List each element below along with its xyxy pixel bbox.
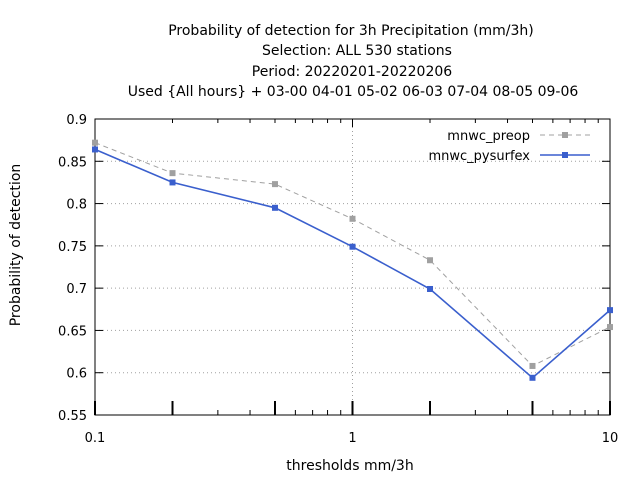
y-tick-label: 0.85: [58, 155, 87, 170]
y-tick-label: 0.75: [58, 240, 87, 255]
legend-label-mnwc_pysurfex: mnwc_pysurfex: [428, 149, 530, 164]
y-tick-label: 0.7: [66, 282, 87, 297]
y-axis-label: Probability of detection: [8, 164, 24, 327]
data-point-mnwc_preop: [529, 362, 536, 369]
title-line-1: Probability of detection for 3h Precipit…: [168, 23, 534, 39]
data-point-mnwc_preop: [349, 215, 356, 222]
axis-ticks: 0.55 0.6 0.65 0.7 0.75 0.8 0.85 0.9 0.1 1 10: [58, 113, 618, 446]
legend-label-mnwc_preop: mnwc_preop: [447, 129, 530, 144]
y-tick-label: 0.55: [58, 409, 87, 424]
data-point-mnwc_preop: [607, 324, 613, 331]
y-tick-label: 0.9: [66, 113, 87, 128]
data-point-mnwc_preop: [169, 170, 176, 177]
data-point-mnwc_pysurfex: [607, 307, 613, 314]
legend-marker-mnwc_pysurfex: [562, 152, 568, 158]
legend: mnwc_preop mnwc_pysurfex: [428, 129, 590, 164]
y-tick-label: 0.8: [66, 198, 87, 213]
data-point-mnwc_pysurfex: [169, 179, 176, 186]
legend-marker-mnwc_preop: [562, 132, 568, 138]
data-point-mnwc_preop: [427, 257, 434, 264]
x-axis-label: thresholds mm/3h: [286, 458, 413, 474]
data-point-mnwc_pysurfex: [92, 146, 98, 153]
x-tick-label: 10: [602, 431, 619, 446]
data-point-mnwc_pysurfex: [529, 374, 536, 381]
data-point-mnwc_pysurfex: [349, 243, 356, 250]
y-tick-label: 0.65: [58, 324, 87, 339]
title-line-3: Period: 20220201-20220206: [252, 64, 452, 80]
title-line-2: Selection: ALL 530 stations: [262, 43, 452, 59]
series-line-mnwc_preop: [94, 142, 611, 367]
data-point-mnwc_preop: [92, 139, 98, 146]
chart-title: Probability of detection for 3h Precipit…: [128, 23, 579, 100]
data-point-mnwc_pysurfex: [427, 285, 434, 292]
x-tick-label: 0.1: [85, 431, 106, 446]
y-tick-label: 0.6: [66, 367, 87, 382]
data-point-mnwc_pysurfex: [271, 204, 278, 211]
x-tick-label: 1: [348, 431, 356, 446]
series: [92, 139, 613, 381]
title-line-4: Used {All hours} + 03-00 04-01 05-02 06-…: [128, 84, 579, 100]
grid: [95, 119, 610, 415]
data-point-mnwc_preop: [271, 181, 278, 188]
